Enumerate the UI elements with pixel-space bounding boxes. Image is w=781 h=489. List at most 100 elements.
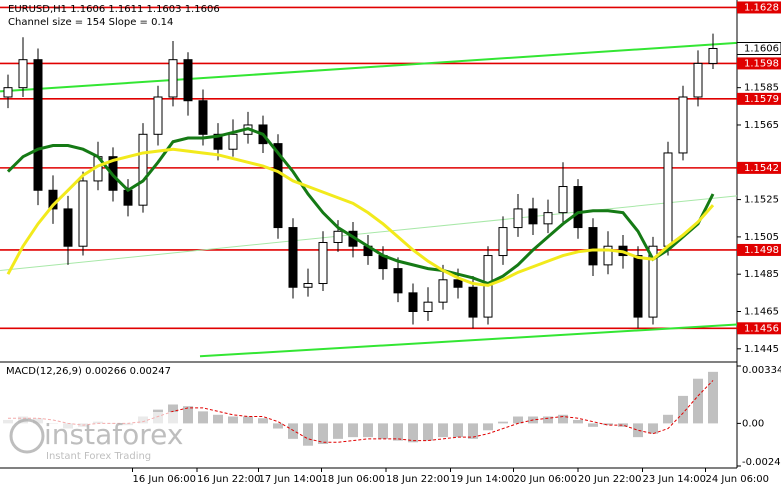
chart-subtitle: Channel size = 154 Slope = 0.14 [8,17,173,28]
candle-body [318,241,328,285]
watermark-tagline: Instant Forex Trading [46,451,151,462]
candle-body [333,230,343,243]
macd-bar [588,423,598,427]
macd-bar [228,416,238,424]
candle-body [183,59,193,102]
candle-body [543,212,553,225]
candle-body [78,180,88,247]
candle-body [408,292,418,313]
candle-body [18,59,28,89]
macd-bar [513,416,523,424]
y-tick-label: 1.1505 [744,232,779,243]
macd-bar [198,411,208,424]
candle-body [33,59,43,191]
macd-bar [213,414,223,424]
channel-line [0,41,738,93]
last-price-box [736,41,781,55]
y-tick-label: 1.1585 [744,83,779,94]
macd-bar [633,423,643,438]
moving-average [6,127,715,286]
candle-body [693,62,703,98]
x-tick-label: 20 Jun 06:00 [514,474,578,485]
macd-bar [708,371,718,424]
candle-body [228,133,238,150]
y-tick-label: 1.1565 [744,120,779,131]
level-box [737,57,781,70]
candle-body [558,186,568,214]
macd-bar [498,421,508,424]
candle-body [678,96,688,154]
macd-bar [543,416,553,424]
macd-bar [318,423,328,445]
x-tick-label: 20 Jun 22:00 [578,474,642,485]
macd-bar [438,423,448,438]
macd-tick-label: 0.00334 [742,365,781,376]
candle-body [513,208,523,229]
level-label: 1.1456 [744,323,779,334]
candle-body [168,59,178,98]
macd-bar [483,423,493,431]
watermark-logo [9,418,45,454]
y-tick-label: 1.1485 [744,269,779,280]
watermark: instaforex Instant Forex Trading [0,412,183,464]
candle-body [528,208,538,225]
macd-bar [348,423,358,438]
candle-body [498,227,508,257]
channel-line [0,195,738,271]
macd-bar [618,423,628,427]
candle-body [198,100,208,135]
macd-bar [423,423,433,441]
macd-bar [663,414,673,424]
y-tick-label: 1.1445 [744,344,779,355]
candle-body [303,283,313,288]
level-box [737,92,781,105]
macd-bar [183,406,193,424]
candle-body [438,279,448,303]
macd-bar [693,378,703,424]
macd-title: MACD(12,26,9) 0.00266 0.00247 [6,366,171,377]
macd-bar [273,423,283,429]
last-price-label: 1.1606 [744,43,779,54]
x-tick-label: 16 Jun 06:00 [133,474,197,485]
macd-bar [453,423,463,438]
y-tick-label: 1.1465 [744,307,779,318]
level-label: 1.1579 [744,94,779,105]
candle-body [468,286,478,318]
x-tick-label: 19 Jun 14:00 [451,474,515,485]
x-tick-label: 16 Jun 22:00 [197,474,261,485]
macd-bar [393,423,403,441]
macd-signal [8,380,714,443]
watermark-brand: instaforex [44,418,183,451]
candle-body [393,268,403,294]
y-tick-label: 1.1525 [744,195,779,206]
x-tick-label: 17 Jun 14:00 [259,474,323,485]
candle-body [3,87,13,98]
level-box [737,1,781,14]
macd-bar [378,423,388,439]
level-label: 1.1598 [744,58,779,69]
candle-body [153,96,163,135]
candle-body [288,227,298,288]
candle-body [213,133,223,150]
candle-body [603,245,613,266]
macd-bar [408,423,418,443]
macd-bar [363,423,373,438]
candle-body [633,255,643,318]
candle-body [63,208,73,247]
candle-body [588,227,598,266]
macd-tick-label: 0.00 [742,418,764,429]
candle-body [708,47,718,64]
macd-bar [678,395,688,424]
macd-bar [288,423,298,439]
macd-bar [603,423,613,426]
candle-body [663,152,673,247]
candle-body [573,186,583,229]
level-box [737,243,781,256]
macd-bar [243,416,253,424]
macd-bar [333,423,343,439]
macd-bar [468,423,478,439]
x-tick-label: 18 Jun 22:00 [386,474,450,485]
candle-body [453,279,463,288]
candle-body [123,189,133,206]
